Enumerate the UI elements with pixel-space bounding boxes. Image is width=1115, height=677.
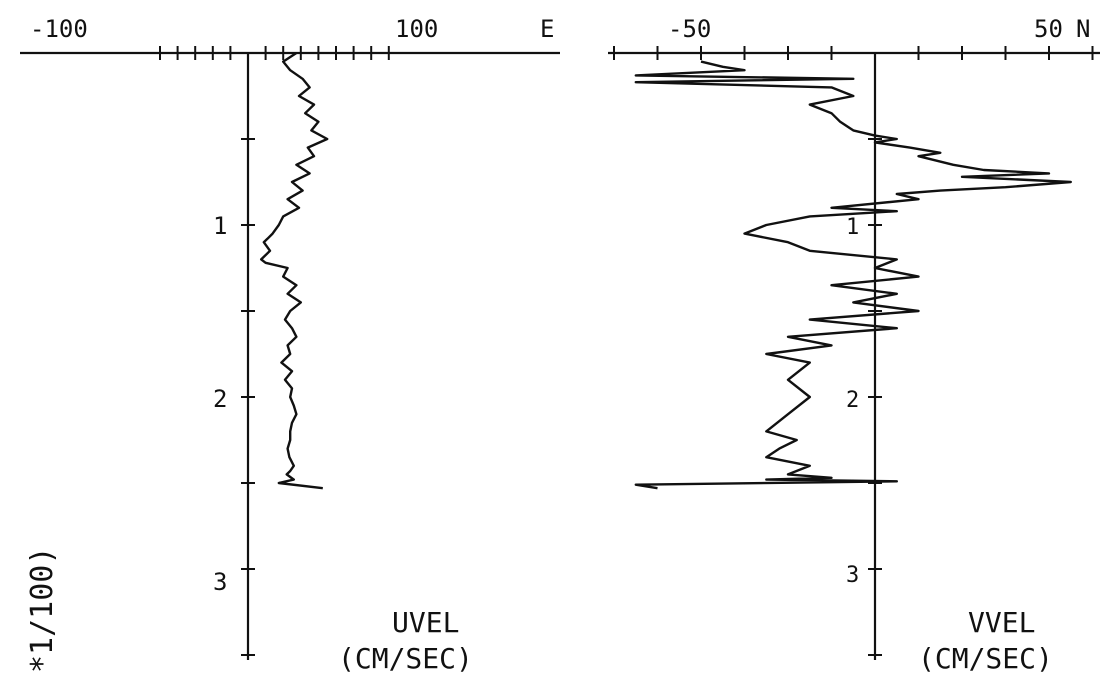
vvel-y-tick-label-3: 3 [846,563,859,588]
uvel-series-line [260,51,329,490]
uvel-x-tick-label-100: 100 [395,15,438,43]
uvel-y-tick-label-1: 1 [213,212,227,240]
vvel-panel: -50 50 N 1 2 3 VVEL (CM/SEC) [608,15,1100,675]
uvel-axis-title: UVEL [392,606,459,639]
uvel-y-ticks [241,138,255,656]
depth-scale-label: *1/100) [25,547,60,673]
uvel-x-ticks [159,46,390,60]
uvel-panel: -100 100 E 1 2 3 UVEL (CM/SEC) [20,15,560,675]
uvel-y-tick-label-3: 3 [213,568,227,596]
vvel-x-tick-label-50: 50 [1034,15,1063,43]
uvel-x-tick-label-neg100: -100 [30,15,88,43]
vvel-series-line [634,60,1073,490]
uvel-y-tick-label-2: 2 [213,385,227,413]
vvel-y-tick-label-1: 1 [846,215,859,240]
vvel-x-ticks [613,46,1094,60]
vvel-x-tick-label-neg50: -50 [668,15,711,43]
vvel-x-direction-label: N [1076,15,1090,43]
vvel-axis-title: VVEL [968,606,1035,639]
vvel-y-tick-label-2: 2 [846,388,859,413]
uvel-axis-units: (CM/SEC) [338,642,473,675]
vvel-axis-units: (CM/SEC) [918,642,1053,675]
vvel-y-ticks [868,138,882,656]
uvel-x-direction-label: E [540,15,554,43]
